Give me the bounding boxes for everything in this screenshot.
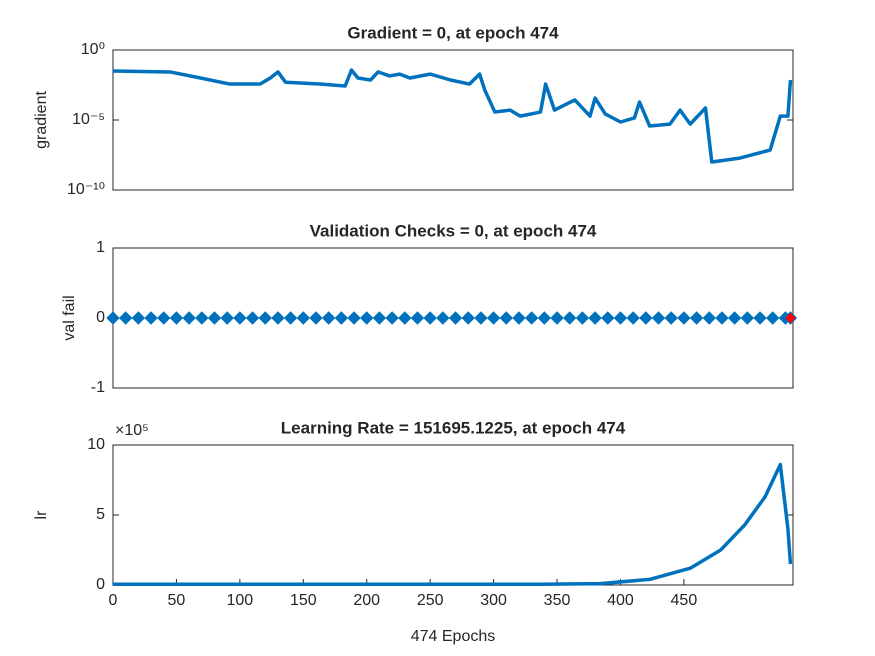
x-tick-label: 50 [168,592,186,609]
data-point [195,311,209,325]
data-point [651,311,666,325]
y-tick-label: 10⁻¹⁰ [67,181,105,198]
data-point [689,311,704,325]
y-axis-label: lr [33,510,50,520]
data-point [207,311,222,325]
x-tick-label: 450 [671,592,698,609]
data-point [626,311,640,325]
data-point [423,311,437,325]
data-point [677,311,691,325]
data-point [575,311,590,325]
data-point [461,311,475,325]
y-axis-label: gradient [33,91,50,149]
x-tick-label: 300 [480,592,507,609]
x-tick-label: 200 [353,592,380,609]
x-tick-label: 0 [109,592,118,609]
x-tick-label: 400 [607,592,634,609]
y-tick-label: 0 [96,576,105,593]
data-point [309,311,323,325]
x-tick-label: 100 [227,592,254,609]
axes-box [112,49,794,191]
data-point [157,311,171,325]
data-point [639,311,653,325]
x-tick-label: 350 [544,592,571,609]
data-point [220,311,234,325]
data-point [271,311,285,325]
data-point [664,311,678,325]
y-tick-label: 5 [96,506,105,523]
data-point [601,311,615,325]
y-tick-label: 1 [96,239,105,256]
data-point [283,311,298,325]
data-point [537,311,552,325]
data-point [385,311,399,325]
data-point [360,311,374,325]
data-point [233,311,247,325]
data-point [169,311,184,325]
data-point [783,311,798,325]
data-point [550,311,564,325]
data-point [740,311,755,325]
data-point [144,311,158,325]
data-point [765,311,780,325]
data-point [524,311,539,325]
axis-exponent: ×10⁵ [115,422,149,439]
y-axis-label: val fail [61,295,78,340]
data-point [118,311,133,325]
data-point [702,311,716,325]
data-point [347,311,361,325]
line-series [113,462,793,587]
data-point [131,311,146,325]
data-point [245,311,260,325]
y-tick-label: -1 [91,379,105,396]
data-point [372,311,387,325]
x-tick-label: 150 [290,592,317,609]
data-point [563,311,577,325]
line-series [112,68,793,164]
y-tick-label: 10⁰ [81,41,105,58]
chart-title: Learning Rate = 151695.1225, at epoch 47… [281,418,626,437]
data-point [296,311,311,325]
chart-title: Gradient = 0, at epoch 474 [347,23,559,42]
data-point [715,311,729,325]
y-tick-label: 10⁻⁵ [72,111,105,128]
data-point [448,311,463,325]
data-point [410,311,425,325]
data-point [258,311,272,325]
chart-title: Validation Checks = 0, at epoch 474 [310,221,597,240]
data-point [436,311,450,325]
data-point [182,311,196,325]
data-point [398,311,412,325]
x-tick-label: 250 [417,592,444,609]
data-point [613,311,628,325]
y-tick-label: 10 [87,436,105,453]
y-tick-label: 0 [96,309,105,326]
data-point [321,311,336,325]
data-point [588,311,602,325]
data-point [486,311,501,325]
data-point [474,311,488,325]
data-point [499,311,513,325]
x-axis-label: 474 Epochs [411,628,496,645]
data-point [106,311,120,325]
data-point [727,311,742,325]
data-point [512,311,526,325]
data-point [334,311,349,325]
axes-box [112,444,794,586]
data-point [753,311,767,325]
